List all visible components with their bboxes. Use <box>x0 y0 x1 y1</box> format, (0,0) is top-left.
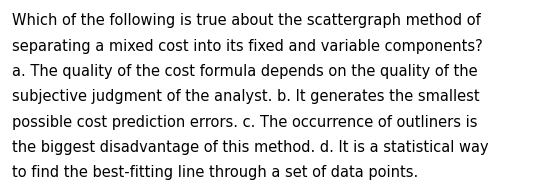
Text: possible cost prediction errors. c. The occurrence of outliners is: possible cost prediction errors. c. The … <box>12 115 478 130</box>
Text: the biggest disadvantage of this method. d. It is a statistical way: the biggest disadvantage of this method.… <box>12 140 489 155</box>
Text: separating a mixed cost into its fixed and variable components?: separating a mixed cost into its fixed a… <box>12 39 483 54</box>
Text: to find the best-fitting line through a set of data points.: to find the best-fitting line through a … <box>12 165 418 180</box>
Text: Which of the following is true about the scattergraph method of: Which of the following is true about the… <box>12 13 481 28</box>
Text: subjective judgment of the analyst. b. It generates the smallest: subjective judgment of the analyst. b. I… <box>12 89 480 104</box>
Text: a. The quality of the cost formula depends on the quality of the: a. The quality of the cost formula depen… <box>12 64 478 79</box>
